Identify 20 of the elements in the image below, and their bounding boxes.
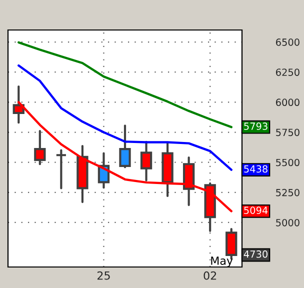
y-tick-label: 6000 xyxy=(276,98,300,106)
candlestick xyxy=(55,149,68,190)
y-tick-label: 5750 xyxy=(276,128,300,136)
x-tick-label: 25 xyxy=(97,271,110,280)
annotation: May xyxy=(211,256,233,267)
y-tick-label: 5250 xyxy=(276,188,300,196)
y-tick-label: 6250 xyxy=(276,68,300,76)
data-label: 5793 xyxy=(244,122,268,130)
candlestick xyxy=(140,140,152,182)
data-label: 5094 xyxy=(244,206,268,214)
data-label: 5438 xyxy=(244,165,268,173)
line-series xyxy=(18,41,232,128)
candlestick xyxy=(119,124,131,168)
y-tick-label: 5500 xyxy=(276,158,300,166)
candlestick xyxy=(34,130,46,166)
y-tick-label: 5000 xyxy=(276,218,300,226)
line-series xyxy=(18,64,232,171)
y-tick-label: 6500 xyxy=(276,38,300,46)
x-tick-label: 02 xyxy=(204,271,216,280)
annotation: 4730 xyxy=(244,250,268,258)
